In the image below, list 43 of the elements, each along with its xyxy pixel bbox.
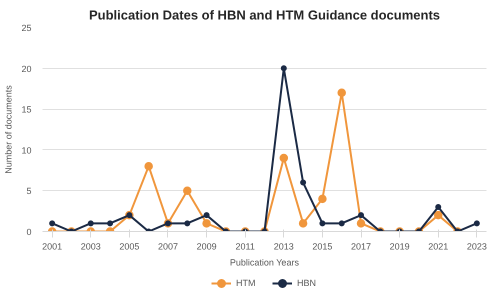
point xyxy=(184,220,190,226)
point xyxy=(183,186,192,195)
point xyxy=(202,219,211,228)
x-tick-label: 2019 xyxy=(390,242,410,252)
point xyxy=(107,220,114,226)
x-axis-title: Publication Years xyxy=(230,258,300,268)
point xyxy=(356,219,366,228)
point xyxy=(49,220,56,226)
point xyxy=(280,154,288,162)
point xyxy=(435,204,442,210)
x-tick-label: 2001 xyxy=(42,242,62,252)
point xyxy=(358,212,364,218)
chart-title: Publication Dates of HBN and HTM Guidance documents xyxy=(88,8,440,22)
x-tick-label: 2017 xyxy=(351,242,372,252)
point xyxy=(337,88,346,98)
x-tick-label: 2013 xyxy=(274,242,294,252)
y-tick-label: 15 xyxy=(21,104,32,115)
y-tick-label: 0 xyxy=(26,227,32,237)
point xyxy=(298,219,308,228)
x-tick-label: 2015 xyxy=(312,242,332,252)
y-tick-label: 25 xyxy=(21,23,32,33)
y-axis-title: Number of documents xyxy=(3,84,14,174)
point xyxy=(474,220,480,226)
x-tick-label: 2009 xyxy=(196,242,217,252)
y-tick-label: 20 xyxy=(21,64,32,74)
x-tick-label: 2007 xyxy=(158,242,178,252)
x-tick-label: 2021 xyxy=(428,242,448,252)
y-tick-label: 10 xyxy=(21,145,32,156)
point xyxy=(318,194,327,204)
point xyxy=(338,220,345,226)
x-tick-label: 2023 xyxy=(466,242,487,252)
legend-label: HTM xyxy=(236,278,256,288)
y-tick-label: 5 xyxy=(26,186,32,196)
point xyxy=(434,210,442,220)
x-tick-label: 2011 xyxy=(236,242,255,252)
x-tick-label: 2005 xyxy=(119,242,140,252)
point xyxy=(88,220,94,226)
point xyxy=(204,212,210,218)
x-tick-label: 2003 xyxy=(80,242,101,252)
legend-label: HBN xyxy=(297,278,317,288)
point xyxy=(144,162,153,170)
point xyxy=(319,220,326,226)
point xyxy=(300,180,306,186)
